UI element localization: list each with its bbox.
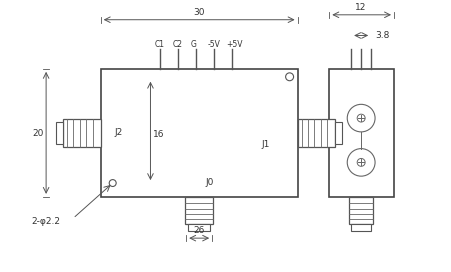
Text: 16: 16 xyxy=(153,130,165,139)
Text: +5V: +5V xyxy=(226,40,243,49)
Text: J1: J1 xyxy=(262,140,270,149)
Bar xyxy=(56,122,63,144)
Text: 30: 30 xyxy=(193,8,205,17)
Circle shape xyxy=(357,159,365,166)
Bar xyxy=(188,224,210,231)
Bar xyxy=(351,224,371,231)
Bar xyxy=(101,69,298,197)
Circle shape xyxy=(347,104,375,132)
Bar xyxy=(185,197,213,224)
Bar xyxy=(298,119,336,147)
Text: G: G xyxy=(190,40,196,49)
Circle shape xyxy=(109,180,116,187)
Text: -5V: -5V xyxy=(208,40,221,49)
Text: 20: 20 xyxy=(32,129,44,138)
Bar xyxy=(336,122,342,144)
Bar xyxy=(63,119,101,147)
Text: 3.8: 3.8 xyxy=(375,32,390,41)
Text: 26: 26 xyxy=(193,226,205,235)
Bar xyxy=(329,69,394,197)
Circle shape xyxy=(285,73,294,81)
Text: 2-φ2.2: 2-φ2.2 xyxy=(31,217,60,226)
Bar xyxy=(349,197,373,224)
Text: J0: J0 xyxy=(205,178,213,187)
Text: J2: J2 xyxy=(115,128,123,137)
Text: C1: C1 xyxy=(154,40,165,49)
Text: 12: 12 xyxy=(355,3,367,12)
Text: C2: C2 xyxy=(172,40,182,49)
Circle shape xyxy=(357,114,365,122)
Circle shape xyxy=(347,149,375,176)
